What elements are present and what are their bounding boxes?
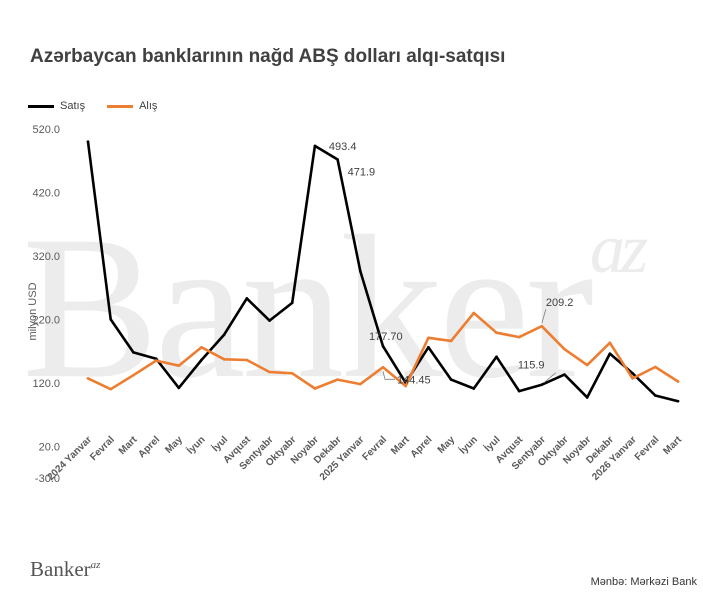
- data-point: [654, 394, 657, 397]
- data-point: [585, 363, 589, 367]
- data-point: [631, 372, 634, 375]
- series-line-1: [86, 311, 680, 391]
- y-tick-label: 420.0: [32, 187, 60, 199]
- data-label: 144.45: [397, 374, 431, 386]
- data-point: [154, 357, 158, 361]
- x-tick-label: Fevral: [88, 434, 117, 463]
- data-point: [86, 377, 90, 380]
- data-point: [427, 345, 430, 349]
- data-point: [449, 339, 453, 343]
- data-point: [608, 341, 612, 345]
- data-point: [222, 358, 226, 361]
- y-tick-label: 520.0: [32, 124, 60, 136]
- x-tick-label: Fevral: [633, 434, 662, 463]
- data-point: [517, 389, 521, 393]
- data-point: [631, 377, 634, 380]
- data-point: [177, 386, 181, 390]
- data-point: [86, 140, 90, 143]
- data-point: [359, 382, 362, 386]
- data-point: [109, 387, 112, 391]
- data-point: [449, 378, 453, 381]
- data-point: [495, 331, 498, 334]
- y-tick-label: 320.0: [32, 251, 60, 263]
- x-tick-label: May: [436, 434, 458, 456]
- annotation-leader-line: [382, 371, 395, 380]
- data-label: 209.2: [546, 297, 574, 309]
- source-note: Mənbə: Mərkəzi Bank: [590, 576, 697, 588]
- data-point: [336, 378, 339, 381]
- legend-swatch-purchases: [107, 104, 134, 108]
- data-point: [268, 370, 271, 374]
- annotation-leader-line: [543, 372, 557, 384]
- data-point: [472, 387, 476, 390]
- legend-label-purchases: Alış: [139, 100, 158, 112]
- data-point: [472, 311, 476, 315]
- y-tick-label: 220.0: [32, 314, 60, 326]
- data-point: [608, 352, 612, 355]
- data-label: 493.4: [329, 141, 357, 153]
- x-tick-label: Fevral: [361, 434, 390, 463]
- data-point: [404, 384, 407, 388]
- chart-legend: Satış Alış: [28, 100, 157, 112]
- annotation-leader-line: [541, 309, 547, 324]
- legend-item-purchases: Alış: [107, 100, 157, 112]
- data-point: [495, 355, 498, 359]
- data-point: [109, 318, 112, 321]
- x-tick-label: May: [163, 434, 185, 456]
- data-point: [676, 380, 680, 383]
- data-point: [177, 364, 181, 367]
- data-point: [313, 144, 317, 148]
- x-tick-label: Aprel: [136, 434, 162, 460]
- data-point: [154, 359, 158, 362]
- y-tick-label: 20.0: [39, 441, 60, 453]
- x-tick-label: İyun: [184, 433, 208, 457]
- legend-label-sales: Satış: [60, 100, 86, 112]
- data-point: [540, 324, 544, 328]
- data-point: [381, 344, 385, 348]
- legend-swatch-sales: [28, 104, 54, 108]
- data-point: [540, 383, 544, 387]
- data-point: [427, 336, 430, 340]
- data-point: [676, 399, 680, 403]
- data-point: [245, 358, 249, 362]
- data-point: [245, 297, 249, 300]
- y-tick-label: -30.0: [35, 473, 60, 485]
- data-label: 177.70: [369, 331, 403, 343]
- data-point: [585, 396, 589, 399]
- data-point: [268, 319, 271, 322]
- brand-logo: Bankeraz: [30, 557, 101, 581]
- data-point: [290, 372, 294, 375]
- data-point: [200, 345, 203, 349]
- data-label: 471.9: [348, 167, 376, 179]
- x-tick-label: İyun: [456, 433, 480, 457]
- chart-title: Azərbaycan banklarının nağd ABŞ dolları …: [30, 46, 506, 67]
- data-point: [336, 158, 339, 161]
- data-point: [132, 351, 135, 354]
- x-tick-label: Mart: [661, 434, 684, 457]
- data-point: [313, 387, 317, 390]
- y-tick-label: 120.0: [32, 378, 60, 390]
- data-point: [381, 366, 385, 369]
- data-point: [222, 333, 226, 336]
- data-point: [290, 301, 294, 305]
- data-point: [563, 373, 566, 376]
- data-point: [132, 373, 135, 377]
- data-label: 115.9: [518, 360, 545, 372]
- y-axis-title: milyon USD: [27, 282, 39, 340]
- data-point: [200, 358, 203, 362]
- data-point: [563, 347, 566, 351]
- legend-item-sales: Satış: [28, 100, 85, 112]
- data-point: [517, 335, 521, 339]
- data-point: [654, 365, 657, 369]
- data-point: [359, 269, 362, 273]
- x-tick-label: Aprel: [409, 434, 435, 460]
